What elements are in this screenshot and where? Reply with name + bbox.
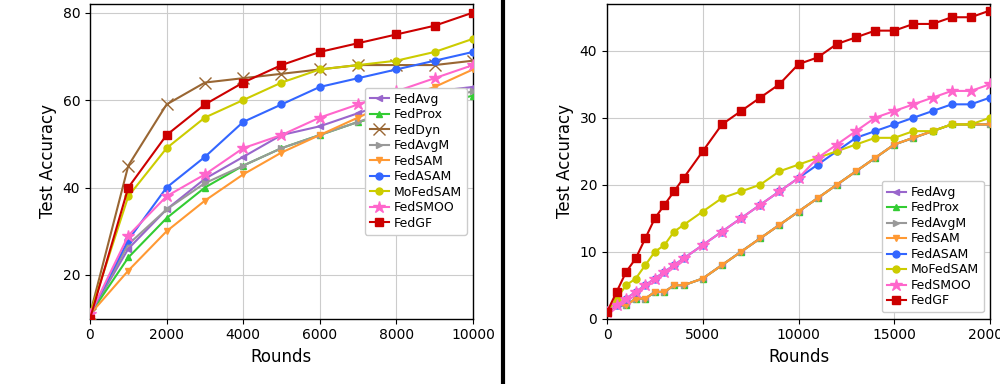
Y-axis label: Test Accuracy: Test Accuracy	[556, 104, 574, 218]
Legend: FedAvg, FedProx, FedDyn, FedAvgM, FedSAM, FedASAM, MoFedSAM, FedSMOO, FedGF: FedAvg, FedProx, FedDyn, FedAvgM, FedSAM…	[365, 88, 467, 235]
Legend: FedAvg, FedProx, FedAvgM, FedSAM, FedASAM, MoFedSAM, FedSMOO, FedGF: FedAvg, FedProx, FedAvgM, FedSAM, FedASA…	[882, 181, 984, 313]
X-axis label: Rounds: Rounds	[768, 348, 829, 366]
X-axis label: Rounds: Rounds	[251, 348, 312, 366]
Y-axis label: Test Accuracy: Test Accuracy	[39, 104, 57, 218]
